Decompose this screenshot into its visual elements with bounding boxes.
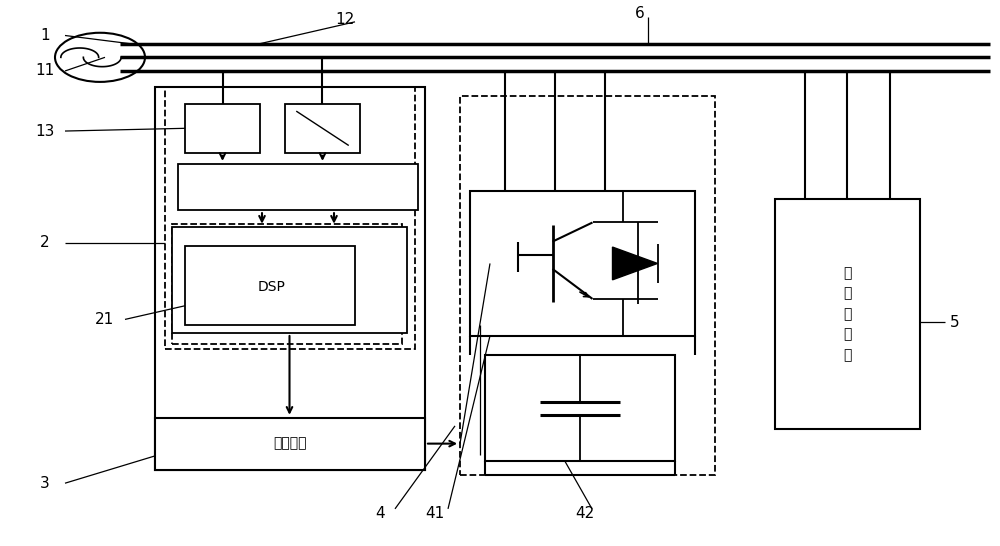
Text: 3: 3: [40, 476, 50, 491]
Bar: [470, 191, 695, 336]
Bar: [155, 418, 425, 470]
Bar: [165, 87, 415, 349]
Text: 13: 13: [35, 123, 55, 139]
Bar: [155, 87, 425, 470]
Text: 2: 2: [40, 235, 50, 251]
Bar: [485, 355, 675, 461]
Text: 1: 1: [40, 28, 50, 43]
Text: 21: 21: [95, 312, 115, 327]
Bar: [775, 199, 920, 429]
Text: DSP: DSP: [258, 280, 286, 294]
Bar: [185, 246, 355, 325]
Bar: [185, 104, 260, 153]
Text: 41: 41: [425, 506, 445, 521]
Polygon shape: [612, 247, 658, 280]
Bar: [285, 104, 360, 153]
Text: 驱动电路: 驱动电路: [273, 436, 307, 450]
Text: 5: 5: [950, 314, 960, 330]
Text: 42: 42: [575, 506, 595, 521]
Bar: [178, 164, 418, 210]
Text: 12: 12: [335, 11, 355, 27]
Text: 11: 11: [35, 63, 55, 79]
Text: 4: 4: [375, 506, 385, 521]
Text: 6: 6: [635, 6, 645, 21]
Bar: [172, 224, 402, 344]
Bar: [172, 227, 407, 333]
Text: 冲
击
性
负
载: 冲 击 性 负 载: [843, 266, 851, 362]
Bar: [460, 96, 715, 475]
